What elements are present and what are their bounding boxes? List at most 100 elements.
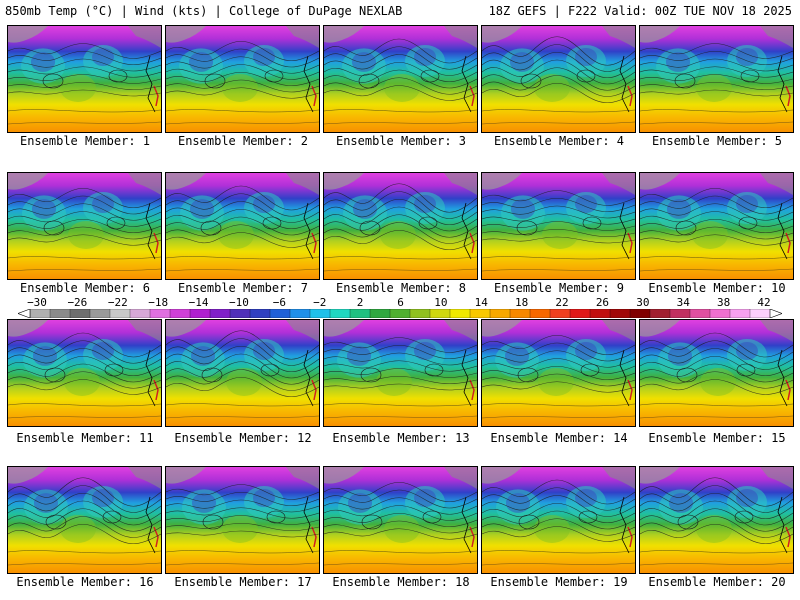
colorbar-tick-label: 22 bbox=[555, 296, 569, 309]
ensemble-member-label: Ensemble Member: 11 bbox=[16, 431, 154, 445]
ensemble-member-label: Ensemble Member: 15 bbox=[648, 431, 786, 445]
ensemble-member-label: Ensemble Member: 3 bbox=[335, 134, 467, 148]
colorbar-segment bbox=[569, 309, 591, 318]
colorbar-segment bbox=[29, 309, 51, 318]
colorbar-segment bbox=[349, 309, 371, 318]
colorbar-segment bbox=[69, 309, 91, 318]
ensemble-member-map bbox=[481, 466, 636, 574]
map-title: 850mb Temp (°C) | Wind (kts) | College o… bbox=[5, 4, 403, 18]
colorbar-tick-label: −30 bbox=[27, 296, 47, 309]
colorbar-segment bbox=[329, 309, 351, 318]
colorbar-segment bbox=[609, 309, 631, 318]
colorbar-tick-label: 30 bbox=[636, 296, 650, 309]
colorbar-tick-label: 14 bbox=[474, 296, 488, 309]
ensemble-member-label: Ensemble Member: 6 bbox=[19, 281, 151, 295]
colorbar-segment bbox=[589, 309, 611, 318]
colorbar-tick-label: 42 bbox=[757, 296, 771, 309]
ensemble-member-map bbox=[639, 172, 794, 280]
colorbar-tick-label: −18 bbox=[148, 296, 169, 309]
ensemble-member-label: Ensemble Member: 16 bbox=[16, 575, 154, 589]
ensemble-member-label: Ensemble Member: 4 bbox=[493, 134, 625, 148]
colorbar-segment bbox=[409, 309, 431, 318]
colorbar-segment bbox=[429, 309, 451, 318]
colorbar-segment bbox=[289, 309, 311, 318]
ensemble-member-label: Ensemble Member: 12 bbox=[174, 431, 312, 445]
ensemble-member-label: Ensemble Member: 13 bbox=[332, 431, 470, 445]
colorbar-tick-label: −6 bbox=[272, 296, 286, 309]
colorbar-strip bbox=[18, 309, 782, 318]
ensemble-member-label: Ensemble Member: 18 bbox=[332, 575, 470, 589]
ensemble-member-map bbox=[165, 319, 320, 427]
colorbar-segment bbox=[549, 309, 571, 318]
colorbar-segment bbox=[709, 309, 731, 318]
ensemble-member-label: Ensemble Member: 19 bbox=[490, 575, 628, 589]
colorbar-segment bbox=[509, 309, 531, 318]
colorbar-tick-label: 10 bbox=[434, 296, 448, 309]
ensemble-member-map bbox=[165, 25, 320, 133]
ensemble-member-label: Ensemble Member: 1 bbox=[19, 134, 151, 148]
ensemble-member-map bbox=[165, 466, 320, 574]
colorbar-right-arrow bbox=[769, 309, 782, 318]
colorbar-tick-label: −10 bbox=[229, 296, 249, 309]
colorbar-segment bbox=[729, 309, 751, 318]
ensemble-member-label: Ensemble Member: 8 bbox=[335, 281, 467, 295]
colorbar-segment bbox=[629, 309, 651, 318]
colorbar-segment bbox=[89, 309, 111, 318]
ensemble-member-map bbox=[323, 319, 478, 427]
colorbar-segment bbox=[449, 309, 471, 318]
ensemble-member-map bbox=[323, 172, 478, 280]
ensemble-member-label: Ensemble Member: 17 bbox=[174, 575, 312, 589]
ensemble-member-map bbox=[639, 319, 794, 427]
ensemble-member-label: Ensemble Member: 9 bbox=[493, 281, 625, 295]
colorbar-segment bbox=[189, 309, 211, 318]
colorbar-segment bbox=[469, 309, 491, 318]
ensemble-member-map bbox=[323, 25, 478, 133]
colorbar-segment bbox=[689, 309, 711, 318]
colorbar-segment bbox=[149, 309, 171, 318]
colorbar-segment bbox=[309, 309, 331, 318]
ensemble-member-label: Ensemble Member: 14 bbox=[490, 431, 628, 445]
colorbar-segment bbox=[129, 309, 151, 318]
colorbar-tick-label: −14 bbox=[188, 296, 209, 309]
ensemble-member-label: Ensemble Member: 10 bbox=[648, 281, 786, 295]
ensemble-member-map bbox=[7, 25, 162, 133]
ensemble-member-label: Ensemble Member: 7 bbox=[177, 281, 309, 295]
ensemble-member-map bbox=[639, 25, 794, 133]
colorbar-segment bbox=[489, 309, 511, 318]
ensemble-member-map bbox=[481, 25, 636, 133]
colorbar-tick-label: 34 bbox=[676, 296, 690, 309]
colorbar-tick-label: −26 bbox=[67, 296, 88, 309]
colorbar-tick-label: 6 bbox=[397, 296, 404, 309]
colorbar-segment bbox=[749, 309, 771, 318]
ensemble-member-map bbox=[639, 466, 794, 574]
colorbar-tick-label: −2 bbox=[313, 296, 327, 309]
colorbar-segment bbox=[649, 309, 671, 318]
colorbar-segment bbox=[209, 309, 231, 318]
colorbar-segment bbox=[389, 309, 411, 318]
colorbar-segment bbox=[269, 309, 291, 318]
colorbar-segment bbox=[529, 309, 551, 318]
ensemble-member-map bbox=[7, 466, 162, 574]
colorbar-left-arrow bbox=[18, 309, 31, 318]
colorbar-tick-label: 38 bbox=[716, 296, 731, 309]
run-valid-time: 18Z GEFS | F222 Valid: 00Z TUE NOV 18 20… bbox=[488, 4, 792, 18]
ensemble-member-map bbox=[165, 172, 320, 280]
colorbar-segment bbox=[249, 309, 271, 318]
colorbar-tick-label: −22 bbox=[107, 296, 128, 309]
ensemble-member-label: Ensemble Member: 2 bbox=[177, 134, 309, 148]
colorbar-segment bbox=[109, 309, 131, 318]
ensemble-member-label: Ensemble Member: 5 bbox=[651, 134, 783, 148]
colorbar-tick-label: 18 bbox=[515, 296, 529, 309]
ensemble-member-map bbox=[481, 172, 636, 280]
ensemble-member-map bbox=[7, 319, 162, 427]
ensemble-member-map bbox=[7, 172, 162, 280]
colorbar-segment bbox=[669, 309, 691, 318]
ensemble-member-map bbox=[481, 319, 636, 427]
colorbar-tick-label: 26 bbox=[595, 296, 610, 309]
ensemble-member-map bbox=[323, 466, 478, 574]
colorbar-segment bbox=[229, 309, 251, 318]
colorbar-segment bbox=[49, 309, 71, 318]
colorbar-segment bbox=[169, 309, 191, 318]
colorbar-tick-label: 2 bbox=[356, 296, 364, 309]
ensemble-member-label: Ensemble Member: 20 bbox=[648, 575, 786, 589]
